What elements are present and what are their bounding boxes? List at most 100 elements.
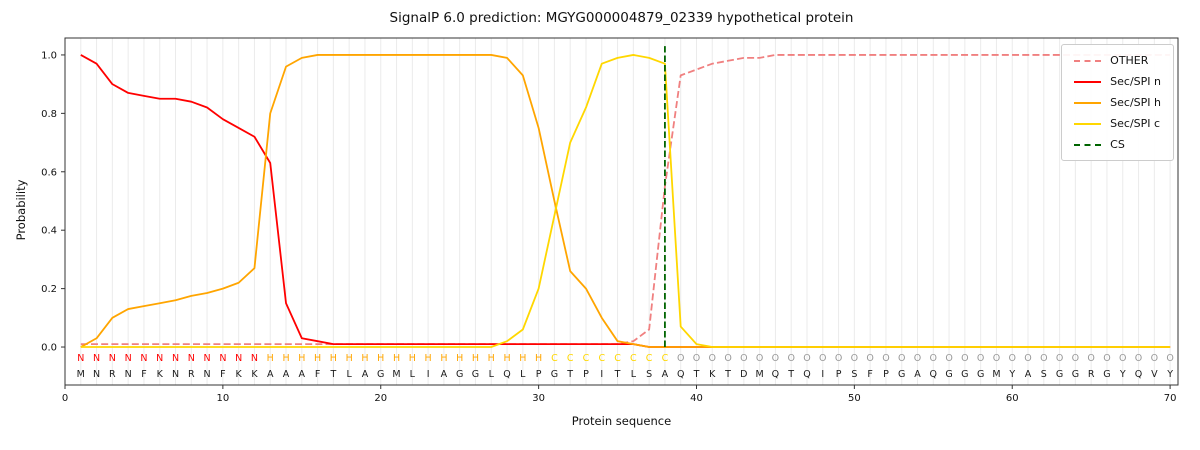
- residue-letter: M: [77, 369, 85, 380]
- residue-letter: I: [600, 369, 603, 380]
- region-label: N: [109, 353, 116, 364]
- residue-letter: I: [821, 369, 824, 380]
- legend-item-cs: CS: [1074, 138, 1161, 151]
- region-label: H: [393, 353, 400, 364]
- legend-item-sec-spi-h: Sec/SPI h: [1074, 96, 1161, 109]
- region-label: N: [219, 353, 226, 364]
- region-label: O: [709, 353, 716, 364]
- residue-letter: A: [267, 369, 274, 380]
- region-label: H: [330, 353, 337, 364]
- residue-letter: A: [662, 369, 669, 380]
- residue-letter: Y: [1008, 369, 1015, 380]
- series-sec-spi-n: [80, 54, 1171, 348]
- x-tick-label: 30: [532, 393, 545, 404]
- region-label: O: [914, 353, 921, 364]
- region-label: C: [598, 353, 605, 364]
- residue-letter: L: [631, 369, 637, 380]
- residue-letter: G: [1072, 369, 1079, 380]
- residue-letter: K: [157, 369, 164, 380]
- region-label: N: [125, 353, 132, 364]
- region-label: H: [409, 353, 416, 364]
- residue-letter: Q: [677, 369, 684, 380]
- region-label: H: [298, 353, 305, 364]
- residue-letter: R: [1088, 369, 1095, 380]
- residue-letter: P: [883, 369, 889, 380]
- region-label: O: [756, 353, 763, 364]
- residue-letter: N: [93, 369, 100, 380]
- region-label: C: [614, 353, 621, 364]
- residue-letter: G: [898, 369, 905, 380]
- residue-letter: F: [867, 369, 872, 380]
- y-tick-label: 0.4: [41, 226, 57, 237]
- plot-border: [64, 37, 1179, 386]
- region-label: H: [472, 353, 479, 364]
- region-label: C: [551, 353, 558, 364]
- residue-letter: N: [125, 369, 132, 380]
- legend-line-sample: [1074, 101, 1102, 104]
- chart-title: SignalP 6.0 prediction: MGYG000004879_02…: [389, 10, 854, 26]
- x-tick-label: 0: [62, 393, 68, 404]
- region-label: H: [456, 353, 463, 364]
- residue-letter: M: [392, 369, 400, 380]
- region-label: N: [156, 353, 163, 364]
- series-sec-spi-h: [80, 54, 1171, 348]
- residue-letter: A: [283, 369, 290, 380]
- legend-item-sec-spi-c: Sec/SPI c: [1074, 117, 1161, 130]
- region-label: H: [346, 353, 353, 364]
- region-label: N: [93, 353, 100, 364]
- residue-letter: Q: [1135, 369, 1142, 380]
- region-label: O: [930, 353, 937, 364]
- residue-letter: G: [961, 369, 968, 380]
- region-label: O: [1040, 353, 1047, 364]
- x-tick-label: 40: [690, 393, 703, 404]
- region-label: H: [377, 353, 384, 364]
- region-label: O: [1119, 353, 1126, 364]
- region-label: C: [567, 353, 574, 364]
- region-label: O: [677, 353, 684, 364]
- region-label: H: [282, 353, 289, 364]
- legend-label: Sec/SPI h: [1110, 96, 1161, 109]
- residue-letter: Q: [503, 369, 510, 380]
- region-label: O: [882, 353, 889, 364]
- region-label: N: [172, 353, 179, 364]
- region-label: C: [662, 353, 669, 364]
- region-label: H: [519, 353, 526, 364]
- residue-letter: I: [427, 369, 430, 380]
- residue-letter: M: [756, 369, 764, 380]
- residue-letter: A: [362, 369, 369, 380]
- residue-letter: G: [472, 369, 479, 380]
- region-label: O: [851, 353, 858, 364]
- region-label: O: [1008, 353, 1015, 364]
- residue-letter: S: [851, 369, 857, 380]
- region-label: H: [314, 353, 321, 364]
- region-label: H: [425, 353, 432, 364]
- residue-letter: R: [188, 369, 195, 380]
- residue-letter: T: [693, 369, 700, 380]
- y-tick-label: 0.6: [41, 167, 57, 178]
- region-label: O: [961, 353, 968, 364]
- residue-letter: K: [236, 369, 243, 380]
- residue-letter: G: [1056, 369, 1063, 380]
- x-tick-label: 10: [217, 393, 230, 404]
- region-label: H: [488, 353, 495, 364]
- residue-letter: L: [347, 369, 353, 380]
- x-axis-ticks: 0 10 20 30 40 50 60 70: [62, 385, 1176, 404]
- region-label: H: [361, 353, 368, 364]
- x-tick-label: 20: [374, 393, 387, 404]
- region-label: C: [630, 353, 637, 364]
- region-label: O: [977, 353, 984, 364]
- residue-letter: Q: [930, 369, 937, 380]
- series-other: [80, 54, 1171, 346]
- residue-letter: V: [1151, 369, 1158, 380]
- residue-letter: G: [977, 369, 984, 380]
- legend-label: CS: [1110, 138, 1125, 151]
- legend: OTHER Sec/SPI n Sec/SPI h Sec/SPI c CS: [1061, 44, 1174, 161]
- residue-letter: M: [992, 369, 1000, 380]
- y-tick-label: 1.0: [41, 50, 57, 61]
- residue-letter: P: [836, 369, 842, 380]
- residue-letter: F: [315, 369, 320, 380]
- region-label: O: [1056, 353, 1063, 364]
